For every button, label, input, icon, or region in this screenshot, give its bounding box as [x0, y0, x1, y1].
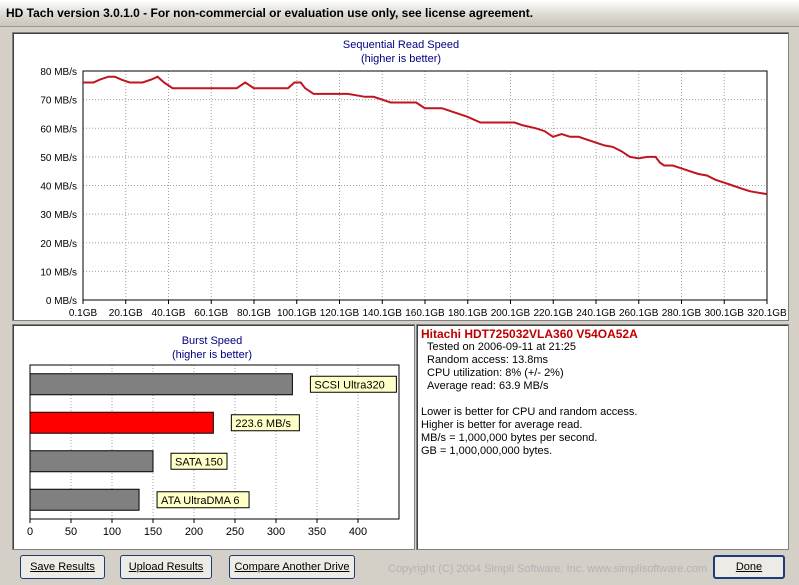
burst-bar-reference: [29, 488, 140, 511]
burst-x-tick-label: 100: [103, 526, 121, 538]
seq-x-tick-label: 140.1GB: [363, 308, 403, 319]
tested-date: Tested on 2006-09-11 at 21:25: [427, 341, 577, 353]
burst-bar-this-drive: [29, 411, 214, 434]
drive-info-panel: Hitachi HDT725032VLA360 V54OA52A Tested …: [416, 324, 789, 550]
burst-bar-label-box: [170, 452, 228, 470]
burst-x-tick-label: 250: [226, 526, 244, 538]
sequential-read-panel: Sequential Read Speed (higher is better)…: [12, 32, 789, 321]
seq-y-tick-label: 60 MB/s: [40, 124, 77, 135]
burst-x-tick-label: 400: [349, 526, 367, 538]
burst-plot-frame: [29, 364, 400, 520]
sequential-read-chart: Sequential Read Speed (higher is better)…: [40, 39, 787, 319]
average-read: Average read: 63.9 MB/s: [427, 380, 549, 392]
burst-speed-panel: Burst Speed (higher is better) 0 50 100 150…: [12, 324, 415, 550]
compare-drive-label: Compare Another Drive: [234, 561, 350, 573]
done-button[interactable]: Done: [713, 555, 785, 579]
burst-chart-subtitle: (higher is better): [172, 349, 252, 361]
seq-y-tick-label: 50 MB/s: [40, 153, 77, 164]
seq-x-tick-label: 200.1GB: [491, 308, 531, 319]
seq-y-tick-label: 0 MB/s: [46, 296, 77, 307]
save-results-button[interactable]: Save Results: [20, 555, 105, 579]
burst-bar-reference: [29, 450, 154, 473]
burst-x-tick-label: 0: [27, 526, 33, 538]
seq-chart-title: Sequential Read Speed: [343, 39, 459, 51]
drive-model: Hitachi HDT725032VLA360 V54OA52A: [421, 327, 638, 341]
random-access: Random access: 13.8ms: [427, 354, 549, 366]
upload-results-button[interactable]: Upload Results: [120, 555, 212, 579]
note-line: Higher is better for average read.: [421, 419, 583, 431]
seq-x-tick-label: 120.1GB: [320, 308, 360, 319]
burst-x-tick-label: 200: [185, 526, 203, 538]
seq-x-tick-label: 60.1GB: [194, 308, 228, 319]
burst-chart-title: Burst Speed: [182, 335, 243, 347]
note-line: GB = 1,000,000,000 bytes.: [421, 445, 553, 457]
seq-x-tick-label: 300.1GB: [705, 308, 745, 319]
seq-x-tick-label: 80.1GB: [237, 308, 271, 319]
seq-x-tick-label: 180.1GB: [448, 308, 488, 319]
seq-x-tick-label: 40.1GB: [152, 308, 186, 319]
note-line: MB/s = 1,000,000 bytes per second.: [421, 432, 598, 444]
seq-y-tick-label: 40 MB/s: [40, 182, 77, 193]
seq-y-tick-label: 10 MB/s: [40, 267, 77, 278]
seq-x-tick-label: 240.1GB: [576, 308, 616, 319]
burst-bar-label: SCSI Ultra320: [314, 379, 384, 391]
burst-bar-label: 223.6 MB/s: [235, 418, 291, 430]
burst-x-tick-label: 50: [65, 526, 77, 538]
note-line: Lower is better for CPU and random acces…: [421, 406, 638, 418]
seq-y-tick-label: 70 MB/s: [40, 96, 77, 107]
seq-y-tick-label: 20 MB/s: [40, 239, 77, 250]
seq-chart-subtitle: (higher is better): [361, 53, 441, 65]
seq-x-tick-label: 160.1GB: [405, 308, 445, 319]
cpu-utilization: CPU utilization: 8% (+/- 2%): [427, 367, 564, 379]
upload-results-label: Upload Results: [128, 561, 204, 573]
save-results-label: Save Results: [30, 561, 95, 573]
seq-y-tick-label: 30 MB/s: [40, 210, 77, 221]
seq-plot-frame: [82, 70, 768, 301]
burst-x-tick-label: 350: [308, 526, 326, 538]
burst-x-tick-label: 150: [144, 526, 162, 538]
seq-read-speed-line: [83, 75, 768, 196]
seq-x-tick-label: 220.1GB: [534, 308, 574, 319]
seq-x-tick-label: 320.1GB: [747, 308, 787, 319]
burst-x-tick-label: 300: [267, 526, 285, 538]
seq-x-tick-label: 0.1GB: [69, 308, 98, 319]
seq-x-tick-label: 20.1GB: [109, 308, 143, 319]
burst-bar-label: ATA UltraDMA 6: [161, 495, 239, 507]
burst-bar-label-box: [156, 491, 250, 509]
copyright-text: Copyright (C) 2004 Simpli Software, Inc.…: [388, 563, 708, 575]
done-label: Done: [735, 561, 763, 573]
window-title: HD Tach version 3.0.1.0 - For non-commer…: [6, 6, 534, 20]
seq-x-tick-label: 260.1GB: [619, 308, 659, 319]
seq-x-tick-label: 100.1GB: [277, 308, 317, 319]
compare-another-drive-button[interactable]: Compare Another Drive: [229, 555, 355, 579]
title-bar[interactable]: HD Tach version 3.0.1.0 - For non-commer…: [0, 0, 799, 27]
burst-bar-label-box: [230, 414, 300, 432]
burst-bar-reference: [29, 373, 293, 396]
seq-y-tick-label: 80 MB/s: [40, 67, 77, 78]
burst-bar-label-box: [309, 375, 397, 393]
seq-x-tick-label: 280.1GB: [662, 308, 702, 319]
burst-speed-chart: Burst Speed (higher is better) 0 50 100 150…: [27, 335, 400, 538]
burst-bar-label: SATA 150: [175, 456, 223, 468]
